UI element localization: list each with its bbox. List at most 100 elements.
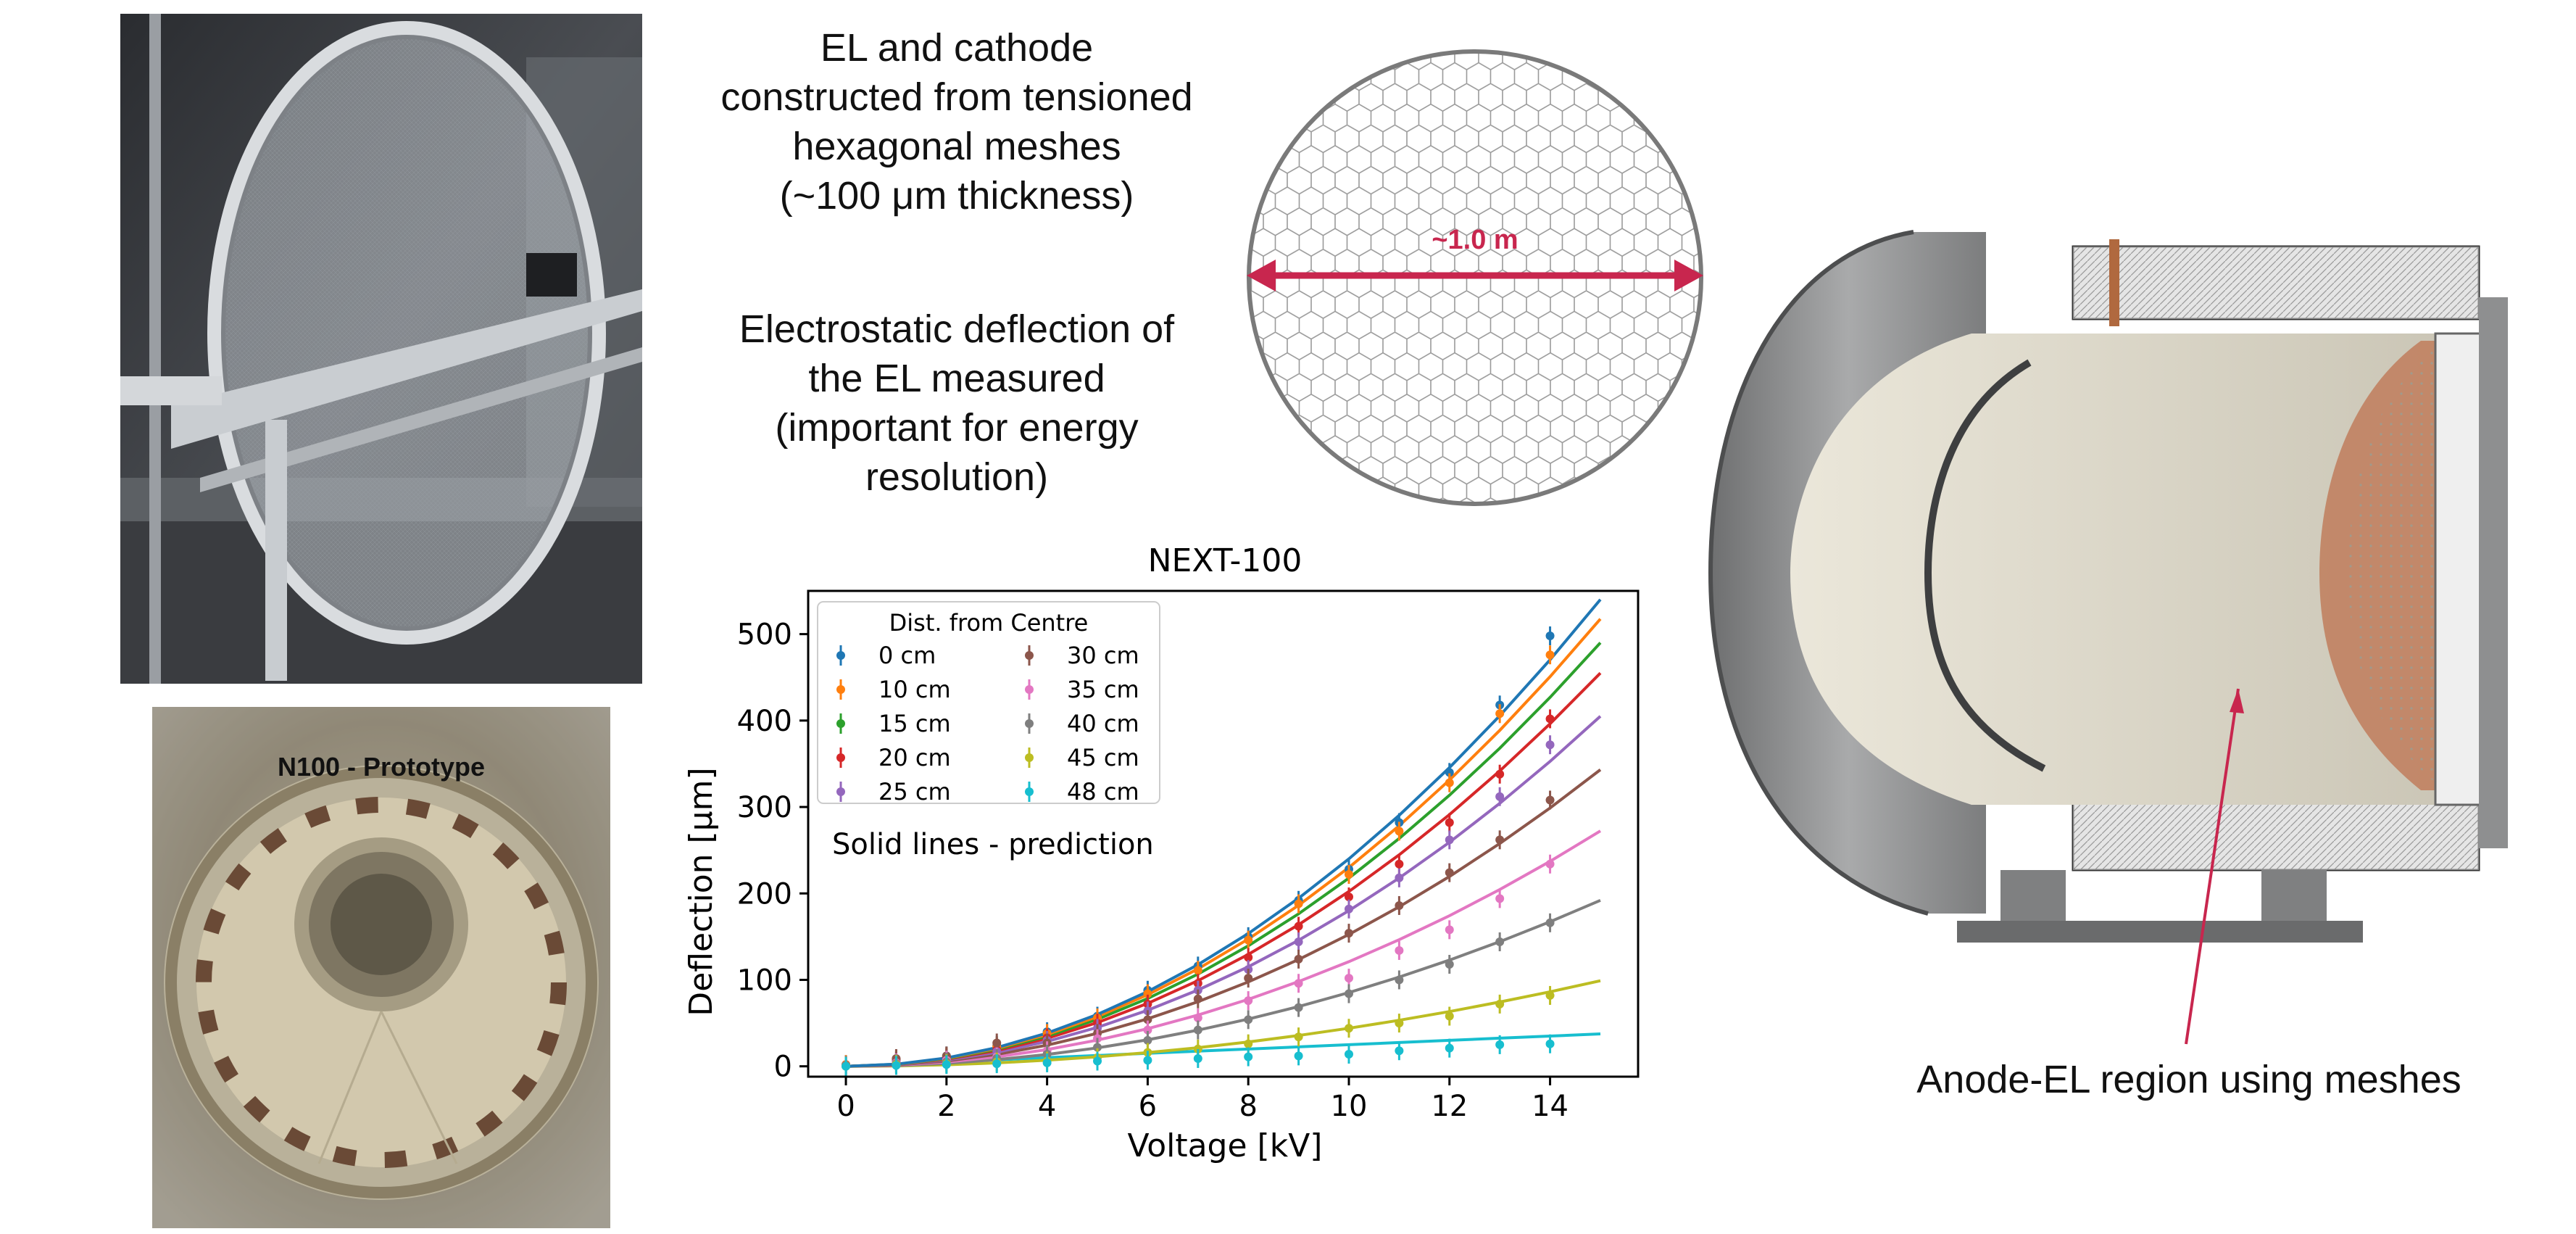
detector-cutaway-illustration — [1708, 230, 2508, 943]
data-point — [1545, 859, 1555, 869]
data-point — [1495, 792, 1505, 801]
deflection-description-line: resolution) — [865, 455, 1049, 499]
plot-frame — [807, 589, 1640, 1078]
data-point — [1093, 1043, 1102, 1052]
x-tick-label: 12 — [1431, 1090, 1468, 1123]
mesh-outline — [1247, 49, 1703, 506]
deflection-chart-svg: NEXT-100 0 2 4 6 8 10 12 14 0 100 200 300 400 500 Vol… — [683, 542, 1640, 1164]
data-point — [992, 1038, 1002, 1048]
data-point — [1093, 1056, 1102, 1066]
data-point — [992, 1059, 1002, 1069]
prediction-line — [845, 769, 1602, 1068]
data-point — [1445, 925, 1454, 935]
data-point — [1244, 1015, 1253, 1024]
y-axis-label: Deflection [μm] — [683, 767, 720, 1016]
deflection-description-line: Electrostatic deflection of — [739, 307, 1175, 351]
legend-title: Dist. from Centre — [889, 609, 1089, 637]
anode-label: Anode-EL region using meshes — [1916, 1058, 2461, 1101]
data-point — [892, 1061, 901, 1070]
data-point — [1344, 904, 1353, 914]
data-point — [1244, 1052, 1253, 1061]
data-point — [1545, 1039, 1555, 1048]
y-tick-label: 100 — [737, 964, 792, 997]
detector-cutaway — [1696, 196, 2522, 1001]
data-point — [1294, 1051, 1303, 1061]
legend-box — [817, 601, 1160, 804]
data-point — [1395, 900, 1404, 910]
data-point — [1344, 929, 1353, 938]
data-point — [1294, 979, 1303, 988]
legend-entry: 40 cm — [1067, 710, 1139, 737]
data-point — [1193, 1044, 1202, 1053]
mesh-description-line: hexagonal meshes — [792, 125, 1121, 168]
data-point — [1445, 818, 1454, 827]
legend-marker — [836, 787, 845, 796]
data-point — [1395, 873, 1404, 882]
deflection-description: Electrostatic deflection of the EL measu… — [652, 305, 1261, 502]
legend-entry: 25 cm — [878, 778, 951, 806]
legend-marker — [836, 685, 845, 694]
data-point — [1294, 937, 1303, 947]
data-point — [1294, 922, 1303, 931]
y-tick-label: 300 — [737, 791, 792, 824]
data-point — [1344, 989, 1353, 998]
legend-marker — [1025, 787, 1034, 796]
dimension-label: ~1.0 m — [1432, 225, 1518, 255]
data-point — [1244, 996, 1253, 1006]
x-tick-label: 8 — [1239, 1090, 1257, 1123]
y-tick-label: 200 — [737, 877, 792, 911]
legend-marker — [836, 753, 845, 762]
data-point — [1244, 935, 1253, 945]
y-tick-label: 0 — [774, 1051, 792, 1084]
legend-marker — [1025, 719, 1034, 728]
data-point — [1495, 1040, 1505, 1049]
axes-layer: 0 2 4 6 8 10 12 14 0 100 200 300 400 500 — [737, 589, 1640, 1123]
data-point — [1545, 918, 1555, 927]
data-point — [1244, 974, 1253, 983]
mesh-description-line: constructed from tensioned — [720, 75, 1193, 119]
data-point — [1344, 893, 1353, 902]
data-point — [1143, 989, 1152, 998]
legend-entry: 35 cm — [1067, 676, 1139, 703]
mesh-frame-photo — [120, 14, 642, 684]
data-point — [1495, 835, 1505, 845]
prototype-photo-illustration — [152, 707, 610, 1228]
data-point — [1143, 1056, 1152, 1065]
data-point — [1495, 999, 1505, 1009]
data-point — [1294, 1003, 1303, 1012]
data-point — [1495, 769, 1505, 779]
data-point — [1193, 1013, 1202, 1022]
data-point — [1445, 835, 1454, 845]
data-point — [1495, 709, 1505, 719]
y-tick-label: 400 — [737, 705, 792, 738]
data-point — [1344, 1024, 1353, 1033]
x-tick-label: 10 — [1331, 1090, 1368, 1123]
x-tick-label: 0 — [836, 1090, 855, 1123]
chart-annotation: Solid lines - prediction — [832, 828, 1154, 861]
legend-entry: 20 cm — [878, 744, 951, 771]
x-tick-label: 14 — [1532, 1090, 1569, 1123]
legend-entry: 0 cm — [878, 642, 936, 669]
dimension-arrow-right-head — [1674, 260, 1703, 291]
dimension-arrow-left-head — [1247, 260, 1276, 291]
data-point — [1395, 1019, 1404, 1028]
mesh-description-line: (~100 μm thickness) — [779, 174, 1134, 218]
mesh-description: EL and cathode constructed from tensione… — [652, 23, 1261, 220]
data-point — [1143, 1025, 1152, 1035]
data-point — [1445, 960, 1454, 969]
data-point — [1143, 1015, 1152, 1024]
data-point — [1545, 650, 1555, 660]
data-point — [1445, 1043, 1454, 1053]
legend-entry: 48 cm — [1067, 778, 1139, 806]
data-point — [1445, 778, 1454, 787]
data-point — [842, 1061, 851, 1071]
data-point — [1545, 714, 1555, 724]
legend-entry: 30 cm — [1067, 642, 1139, 669]
y-tick-label: 500 — [737, 618, 792, 652]
x-tick-label: 4 — [1038, 1090, 1056, 1123]
data-point — [1344, 870, 1353, 879]
data-point — [1244, 1039, 1253, 1048]
data-point — [1395, 945, 1404, 955]
x-axis-label: Voltage [kV] — [1128, 1127, 1323, 1164]
data-point — [1143, 1035, 1152, 1045]
